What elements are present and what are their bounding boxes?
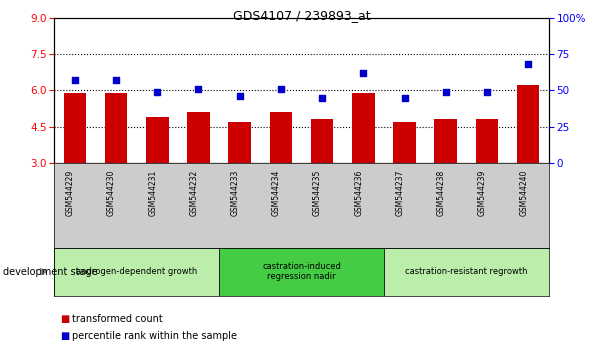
Text: GDS4107 / 239893_at: GDS4107 / 239893_at bbox=[233, 9, 370, 22]
Bar bbox=[219, 248, 384, 296]
Text: castration-resistant regrowth: castration-resistant regrowth bbox=[405, 267, 528, 276]
Text: androgen-dependent growth: androgen-dependent growth bbox=[76, 267, 197, 276]
Bar bbox=[352, 93, 374, 163]
Point bbox=[441, 89, 450, 95]
Text: GSM544240: GSM544240 bbox=[519, 170, 528, 216]
Text: ■: ■ bbox=[60, 331, 69, 341]
Point bbox=[482, 89, 492, 95]
Point bbox=[523, 61, 533, 67]
Bar bbox=[311, 119, 333, 163]
Bar bbox=[517, 85, 540, 163]
Point bbox=[358, 70, 368, 76]
Bar bbox=[63, 93, 86, 163]
Text: ■: ■ bbox=[60, 314, 69, 324]
Point bbox=[400, 95, 409, 101]
Point bbox=[153, 89, 162, 95]
Text: GSM544239: GSM544239 bbox=[478, 170, 487, 216]
Text: GSM544230: GSM544230 bbox=[107, 170, 116, 216]
Text: transformed count: transformed count bbox=[72, 314, 163, 324]
Bar bbox=[434, 119, 457, 163]
Bar bbox=[146, 117, 169, 163]
Bar bbox=[229, 122, 251, 163]
Text: GSM544238: GSM544238 bbox=[437, 170, 446, 216]
Point bbox=[194, 86, 203, 92]
Text: GSM544237: GSM544237 bbox=[396, 170, 405, 216]
Bar bbox=[384, 248, 549, 296]
Bar bbox=[393, 122, 416, 163]
Point bbox=[276, 86, 286, 92]
Text: GSM544233: GSM544233 bbox=[231, 170, 240, 216]
Text: GSM544234: GSM544234 bbox=[272, 170, 281, 216]
Bar bbox=[105, 93, 127, 163]
Text: GSM544235: GSM544235 bbox=[313, 170, 322, 216]
Text: percentile rank within the sample: percentile rank within the sample bbox=[72, 331, 238, 341]
Bar bbox=[476, 119, 498, 163]
Text: GSM544229: GSM544229 bbox=[66, 170, 75, 216]
Text: GSM544231: GSM544231 bbox=[148, 170, 157, 216]
Bar bbox=[54, 248, 219, 296]
Point bbox=[317, 95, 327, 101]
Bar bbox=[187, 112, 210, 163]
Point bbox=[235, 93, 245, 99]
Text: GSM544236: GSM544236 bbox=[355, 170, 363, 216]
Point bbox=[111, 77, 121, 83]
Bar bbox=[270, 112, 292, 163]
Text: development stage: development stage bbox=[3, 267, 98, 277]
Text: GSM544232: GSM544232 bbox=[189, 170, 198, 216]
Text: castration-induced
regression nadir: castration-induced regression nadir bbox=[262, 262, 341, 281]
Point bbox=[70, 77, 80, 83]
